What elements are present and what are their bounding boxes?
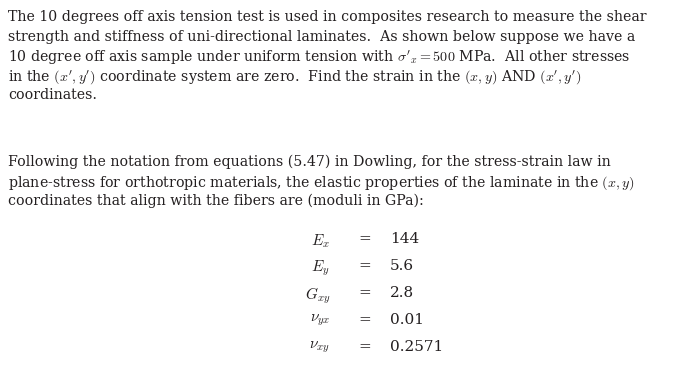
Text: 0.2571: 0.2571 bbox=[390, 340, 443, 354]
Text: $G_{xy}$: $G_{xy}$ bbox=[304, 286, 330, 307]
Text: in the $(x', y')$ coordinate system are zero.  Find the strain in the $(x, y)$ A: in the $(x', y')$ coordinate system are … bbox=[8, 69, 582, 86]
Text: 144: 144 bbox=[390, 232, 420, 246]
Text: =: = bbox=[359, 313, 371, 327]
Text: 5.6: 5.6 bbox=[390, 259, 414, 273]
Text: =: = bbox=[359, 340, 371, 354]
Text: coordinates that align with the fibers are (moduli in GPa):: coordinates that align with the fibers a… bbox=[8, 194, 424, 208]
Text: 2.8: 2.8 bbox=[390, 286, 414, 300]
Text: coordinates.: coordinates. bbox=[8, 88, 97, 102]
Text: strength and stiffness of uni-directional laminates.  As shown below suppose we : strength and stiffness of uni-directiona… bbox=[8, 29, 635, 43]
Text: 0.01: 0.01 bbox=[390, 313, 424, 327]
Text: 10 degree off axis sample under uniform tension with $\sigma'_x = 500$ MPa.  All: 10 degree off axis sample under uniform … bbox=[8, 49, 631, 67]
Text: =: = bbox=[359, 259, 371, 273]
Text: $E_y$: $E_y$ bbox=[311, 259, 330, 279]
Text: $\nu_{xy}$: $\nu_{xy}$ bbox=[309, 340, 330, 355]
Text: The 10 degrees off axis tension test is used in composites research to measure t: The 10 degrees off axis tension test is … bbox=[8, 10, 647, 24]
Text: =: = bbox=[359, 286, 371, 300]
Text: =: = bbox=[359, 232, 371, 246]
Text: plane-stress for orthotropic materials, the elastic properties of the laminate i: plane-stress for orthotropic materials, … bbox=[8, 175, 635, 192]
Text: Following the notation from equations (5.47) in Dowling, for the stress-strain l: Following the notation from equations (5… bbox=[8, 155, 611, 170]
Text: $E_x$: $E_x$ bbox=[311, 232, 330, 249]
Text: $\nu_{yx}$: $\nu_{yx}$ bbox=[310, 313, 330, 329]
